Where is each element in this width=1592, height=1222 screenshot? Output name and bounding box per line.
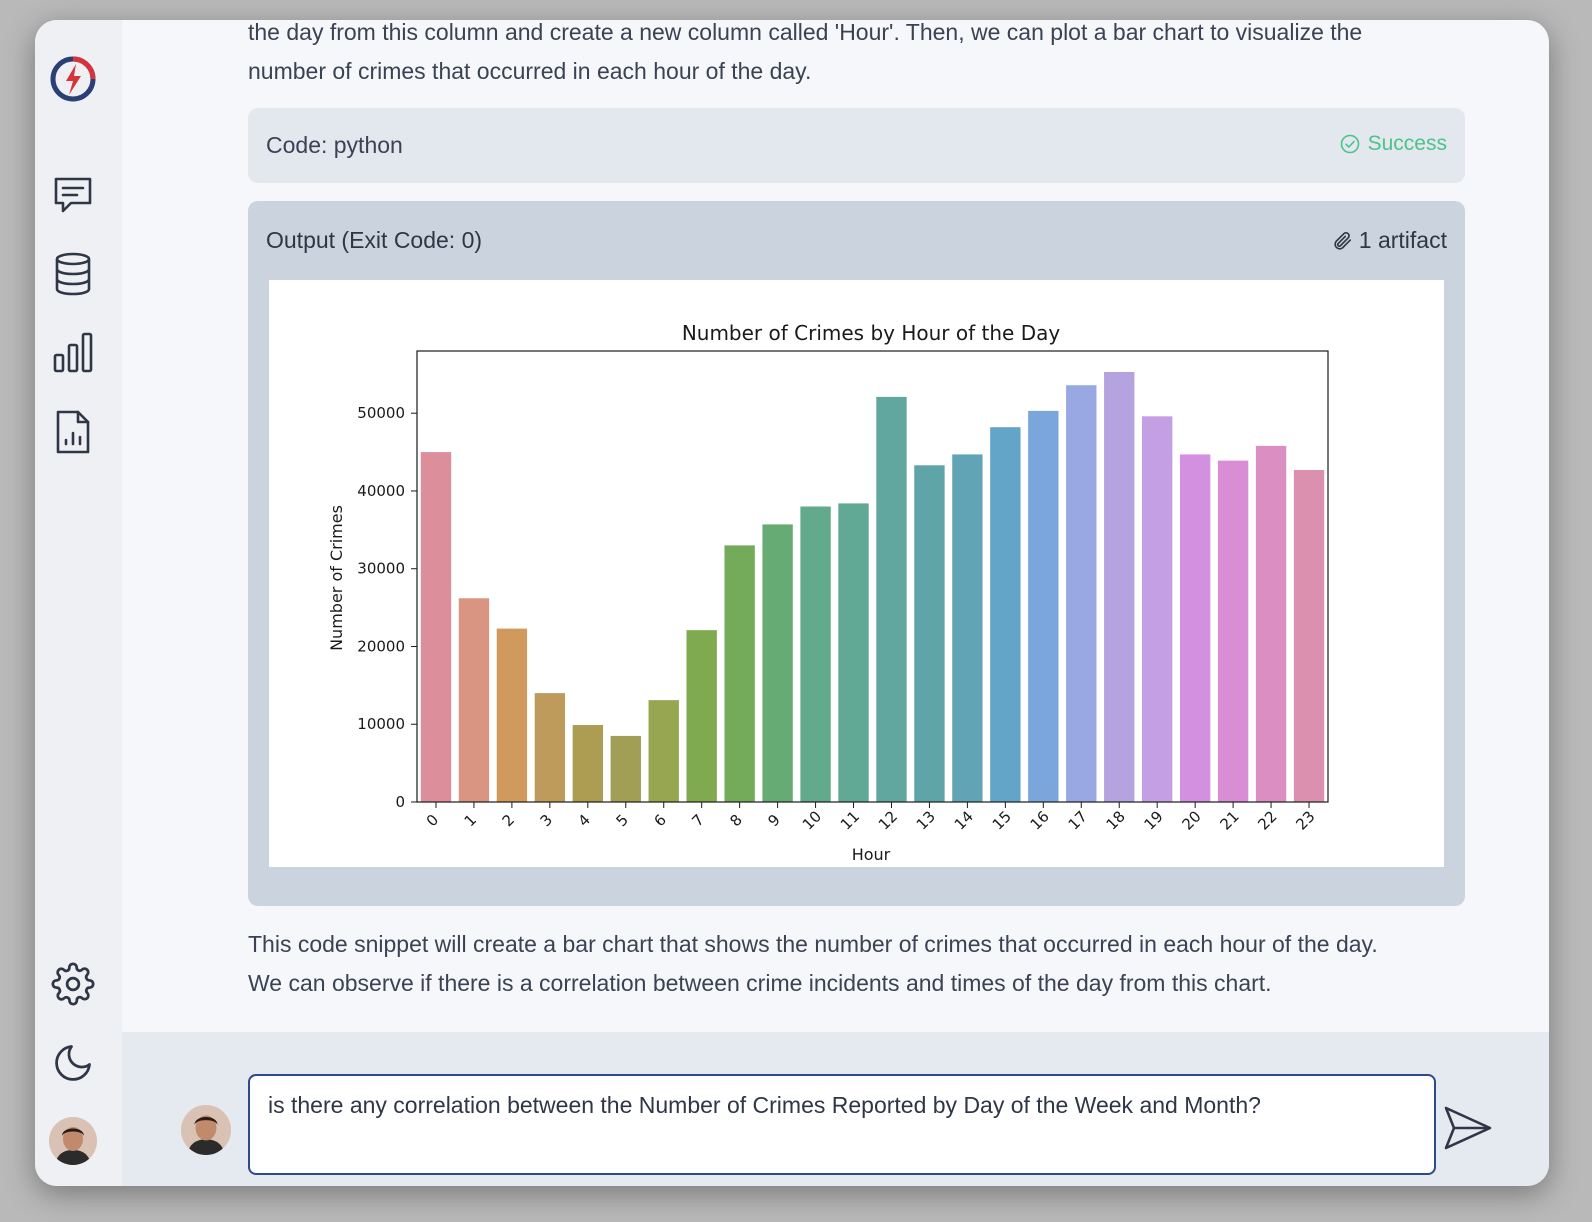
- x-tick-label: 7: [688, 811, 707, 830]
- bar-chart: Number of Crimes by Hour of the Day Hour…: [327, 321, 1329, 864]
- bar-hour-10: [800, 506, 831, 802]
- y-tick-label: 50000: [357, 404, 405, 422]
- bar-hour-7: [686, 630, 717, 802]
- x-tick-label: 2: [499, 811, 518, 830]
- bar-hour-16: [1028, 410, 1059, 802]
- x-tick-label: 6: [650, 811, 669, 830]
- bar-hour-5: [610, 735, 641, 802]
- bar-hour-6: [648, 700, 679, 802]
- x-tick-label: 8: [726, 811, 745, 830]
- bar-hour-3: [534, 693, 566, 802]
- x-tick-label: 9: [764, 811, 783, 830]
- bar-hour-9: [762, 524, 793, 802]
- x-tick-label: 16: [1027, 807, 1053, 833]
- bar-hour-20: [1179, 454, 1211, 802]
- y-tick-label: 10000: [357, 715, 405, 733]
- chat-thread: the day from this column and create a ne…: [122, 20, 1549, 1032]
- bar-hour-12: [876, 396, 907, 802]
- x-tick-label: 0: [423, 811, 442, 830]
- code-language-label: Code: python: [266, 132, 403, 158]
- bar-hour-15: [990, 427, 1021, 802]
- chart-title: Number of Crimes by Hour of the Day: [682, 321, 1061, 345]
- output-block: Output (Exit Code: 0) 1 artifact Number …: [248, 201, 1465, 906]
- x-tick-label: 11: [837, 807, 863, 833]
- composer: [122, 1032, 1549, 1186]
- x-tick-label: 12: [875, 807, 901, 833]
- bar-hour-22: [1255, 445, 1287, 802]
- bar-hour-14: [952, 454, 983, 802]
- y-tick-label: 20000: [357, 637, 405, 655]
- x-tick-label: 20: [1178, 807, 1204, 833]
- bar-hour-17: [1066, 385, 1097, 802]
- bar-hour-21: [1217, 460, 1249, 802]
- x-tick-label: 17: [1065, 807, 1091, 833]
- y-tick-label: 30000: [357, 560, 405, 578]
- x-axis-label: Hour: [852, 845, 891, 864]
- moon-icon[interactable]: [50, 1040, 96, 1086]
- logo-icon[interactable]: [50, 56, 96, 102]
- paperclip-icon: [1334, 231, 1351, 250]
- x-tick-label: 21: [1216, 807, 1242, 833]
- x-tick-label: 15: [989, 807, 1015, 833]
- assistant-message-outro: This code snippet will create a bar char…: [248, 925, 1518, 1003]
- x-tick-label: 18: [1103, 807, 1129, 833]
- send-button[interactable]: [1440, 1100, 1496, 1156]
- bar-hour-23: [1293, 469, 1325, 802]
- outro-line: We can observe if there is a correlation…: [248, 970, 1272, 996]
- intro-line: the day from this column and create a ne…: [248, 20, 1363, 45]
- code-block-header[interactable]: Code: python Success: [248, 108, 1465, 183]
- y-tick-label: 40000: [357, 482, 405, 500]
- x-tick-label: 3: [537, 811, 556, 830]
- composer-avatar: [181, 1105, 231, 1155]
- bar-hour-13: [914, 465, 945, 802]
- status-badge: Success: [1340, 132, 1447, 156]
- database-icon[interactable]: [50, 251, 96, 297]
- plot-frame: [416, 350, 1329, 803]
- bar-hour-4: [572, 725, 603, 802]
- bar-hour-19: [1142, 416, 1173, 802]
- x-tick-label: 1: [461, 811, 480, 830]
- bar-hour-1: [458, 598, 490, 802]
- x-tick-label: 10: [799, 807, 825, 833]
- bar-hour-11: [838, 503, 869, 802]
- user-avatar[interactable]: [49, 1117, 97, 1165]
- artifact-link[interactable]: 1 artifact: [1331, 227, 1447, 254]
- x-tick-label: 22: [1254, 807, 1280, 833]
- x-tick-label: 23: [1292, 807, 1318, 833]
- x-tick-label: 19: [1141, 807, 1167, 833]
- x-tick-label: 13: [913, 807, 939, 833]
- artifact-count: 1 artifact: [1358, 227, 1447, 253]
- bar-hour-8: [724, 545, 755, 802]
- send-icon: [1444, 1106, 1492, 1150]
- x-tick-label: 4: [575, 811, 594, 830]
- y-axis-label: Number of Crimes: [327, 505, 346, 651]
- chat-icon[interactable]: [50, 172, 96, 218]
- report-icon[interactable]: [50, 409, 96, 455]
- status-text: Success: [1367, 132, 1447, 155]
- check-circle-icon: [1340, 134, 1359, 154]
- bar-hour-18: [1104, 371, 1135, 802]
- chart-artifact: Number of Crimes by Hour of the Day Hour…: [269, 280, 1444, 867]
- outro-line: This code snippet will create a bar char…: [248, 931, 1378, 957]
- sidebar: [35, 20, 122, 1186]
- assistant-message-intro: the day from this column and create a ne…: [248, 20, 1488, 91]
- message-input[interactable]: [248, 1074, 1436, 1175]
- bar-hour-2: [496, 628, 528, 802]
- intro-line: number of crimes that occurred in each h…: [248, 58, 812, 84]
- bar-chart-icon[interactable]: [50, 330, 96, 376]
- app-window: the day from this column and create a ne…: [35, 20, 1549, 1186]
- bar-hour-0: [420, 452, 452, 802]
- x-tick-label: 5: [612, 811, 631, 830]
- y-tick-label: 0: [395, 793, 405, 811]
- x-tick-label: 14: [951, 807, 977, 833]
- gear-icon[interactable]: [50, 961, 96, 1007]
- output-label: Output (Exit Code: 0): [266, 227, 483, 253]
